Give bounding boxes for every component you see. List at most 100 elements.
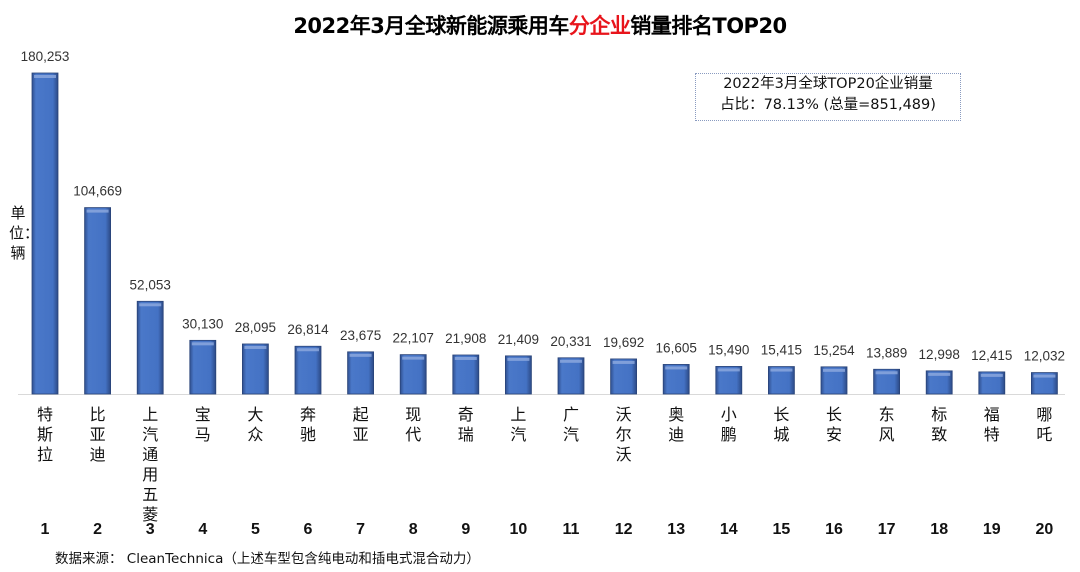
value-label: 15,490 (708, 342, 749, 357)
annotation-line: 占比：78.13% (总量=851,489) (720, 97, 936, 113)
rank-label: 19 (983, 521, 1001, 538)
category-label-char: 城 (773, 425, 789, 444)
value-label: 52,053 (130, 277, 171, 292)
value-label: 15,415 (761, 343, 802, 358)
category-label-char: 马 (195, 425, 211, 444)
category-label-char: 安 (826, 425, 842, 444)
bar (347, 351, 375, 395)
bar (452, 354, 480, 395)
bar (610, 358, 637, 395)
bar-highlight (191, 342, 214, 346)
category-label-char: 众 (247, 425, 263, 444)
bar-highlight (86, 209, 109, 213)
category-label-char: 通 (142, 445, 158, 464)
category-label-char: 亚 (90, 425, 106, 444)
category-label-char: 汽 (142, 425, 158, 444)
rank-label: 4 (198, 521, 207, 538)
category-label-char: 广 (563, 405, 579, 424)
category-label-char: 斯 (37, 425, 53, 444)
category-label-char: 标 (931, 405, 947, 424)
value-label: 21,908 (445, 331, 486, 346)
bar-highlight (875, 371, 898, 375)
category-label-char: 宝 (195, 405, 211, 424)
bar-highlight (770, 368, 793, 372)
value-label: 30,130 (182, 316, 223, 331)
value-label: 180,253 (21, 49, 70, 64)
category-label-char: 亚 (353, 425, 369, 444)
value-label: 12,415 (971, 348, 1012, 363)
bar (504, 355, 532, 395)
bar (189, 339, 217, 395)
bar-highlight (980, 373, 1003, 377)
title-part: 2022年3月全球新能源乘用车 (293, 14, 569, 38)
rank-label: 7 (356, 521, 365, 538)
value-label: 22,107 (393, 331, 434, 346)
rank-label: 9 (461, 521, 470, 538)
bar (294, 345, 322, 395)
rank-label: 12 (615, 521, 633, 538)
category-label-char: 沃 (616, 405, 632, 424)
bar-highlight (349, 353, 372, 357)
bar-highlight (1033, 374, 1056, 378)
value-label: 20,331 (550, 334, 591, 349)
category-label-char: 现 (405, 405, 421, 424)
category-label-char: 长 (826, 405, 842, 424)
category-label-char: 五 (142, 485, 158, 504)
category-label-char: 用 (142, 465, 158, 484)
chart-title: 2022年3月全球新能源乘用车分企业销量排名TOP20 (0, 10, 1080, 40)
category-label-char: 迪 (90, 445, 106, 464)
bar-highlight (34, 75, 56, 78)
source-note: 数据来源： CleanTechnica（上述车型包含纯电动和插电式混合动力） (55, 551, 480, 567)
value-label: 28,095 (235, 320, 276, 335)
value-label: 104,669 (73, 184, 122, 199)
value-label: 19,692 (603, 335, 644, 350)
bar (399, 354, 427, 395)
category-label-char: 上 (510, 405, 526, 424)
category-label-char: 汽 (510, 425, 526, 444)
bar-highlight (823, 368, 845, 372)
category-label-char: 特 (37, 405, 53, 424)
category-label-char: 沃 (616, 445, 632, 464)
category-label-char: 福 (984, 405, 1000, 424)
share-annotation: 2022年3月全球TOP20企业销量 占比：78.13% (总量=851,489) (695, 73, 961, 121)
title-part: 销量排名TOP20 (630, 14, 787, 38)
bar (1031, 372, 1058, 395)
rank-label: 18 (930, 521, 948, 538)
category-label-char: 东 (879, 405, 895, 424)
value-label: 15,254 (813, 343, 855, 358)
rank-label: 13 (667, 521, 685, 538)
rank-label: 11 (563, 521, 580, 538)
annotation-line: 2022年3月全球TOP20企业销量 (723, 76, 933, 92)
bar (84, 207, 111, 395)
bar-highlight (402, 356, 425, 360)
category-label-char: 大 (247, 405, 263, 424)
value-label: 12,032 (1024, 349, 1065, 364)
value-label: 21,409 (498, 332, 539, 347)
category-label-char: 尔 (616, 425, 632, 444)
rank-label: 10 (510, 521, 528, 538)
bar (241, 343, 269, 395)
category-label-char: 奔 (300, 405, 316, 424)
category-label-char: 奇 (458, 405, 474, 424)
rank-label: 16 (825, 521, 843, 538)
value-label: 12,998 (919, 347, 960, 362)
rank-label: 2 (93, 521, 102, 538)
rank-label: 8 (409, 521, 418, 538)
category-label-char: 代 (405, 425, 421, 444)
category-label-char: 汽 (563, 425, 579, 444)
category-label-char: 小 (721, 405, 737, 424)
rank-label: 1 (41, 521, 50, 538)
bar-highlight (717, 368, 740, 372)
category-label-char: 起 (353, 405, 369, 424)
bar (136, 300, 164, 395)
bar-highlight (454, 356, 477, 360)
bar (31, 72, 59, 395)
rank-label: 3 (146, 521, 155, 538)
category-label-char: 特 (984, 425, 1000, 444)
bar-highlight (665, 366, 688, 370)
value-label: 16,605 (656, 340, 697, 355)
bar (925, 370, 953, 395)
rank-label: 6 (304, 521, 313, 538)
category-label-char: 哪 (1036, 405, 1052, 424)
